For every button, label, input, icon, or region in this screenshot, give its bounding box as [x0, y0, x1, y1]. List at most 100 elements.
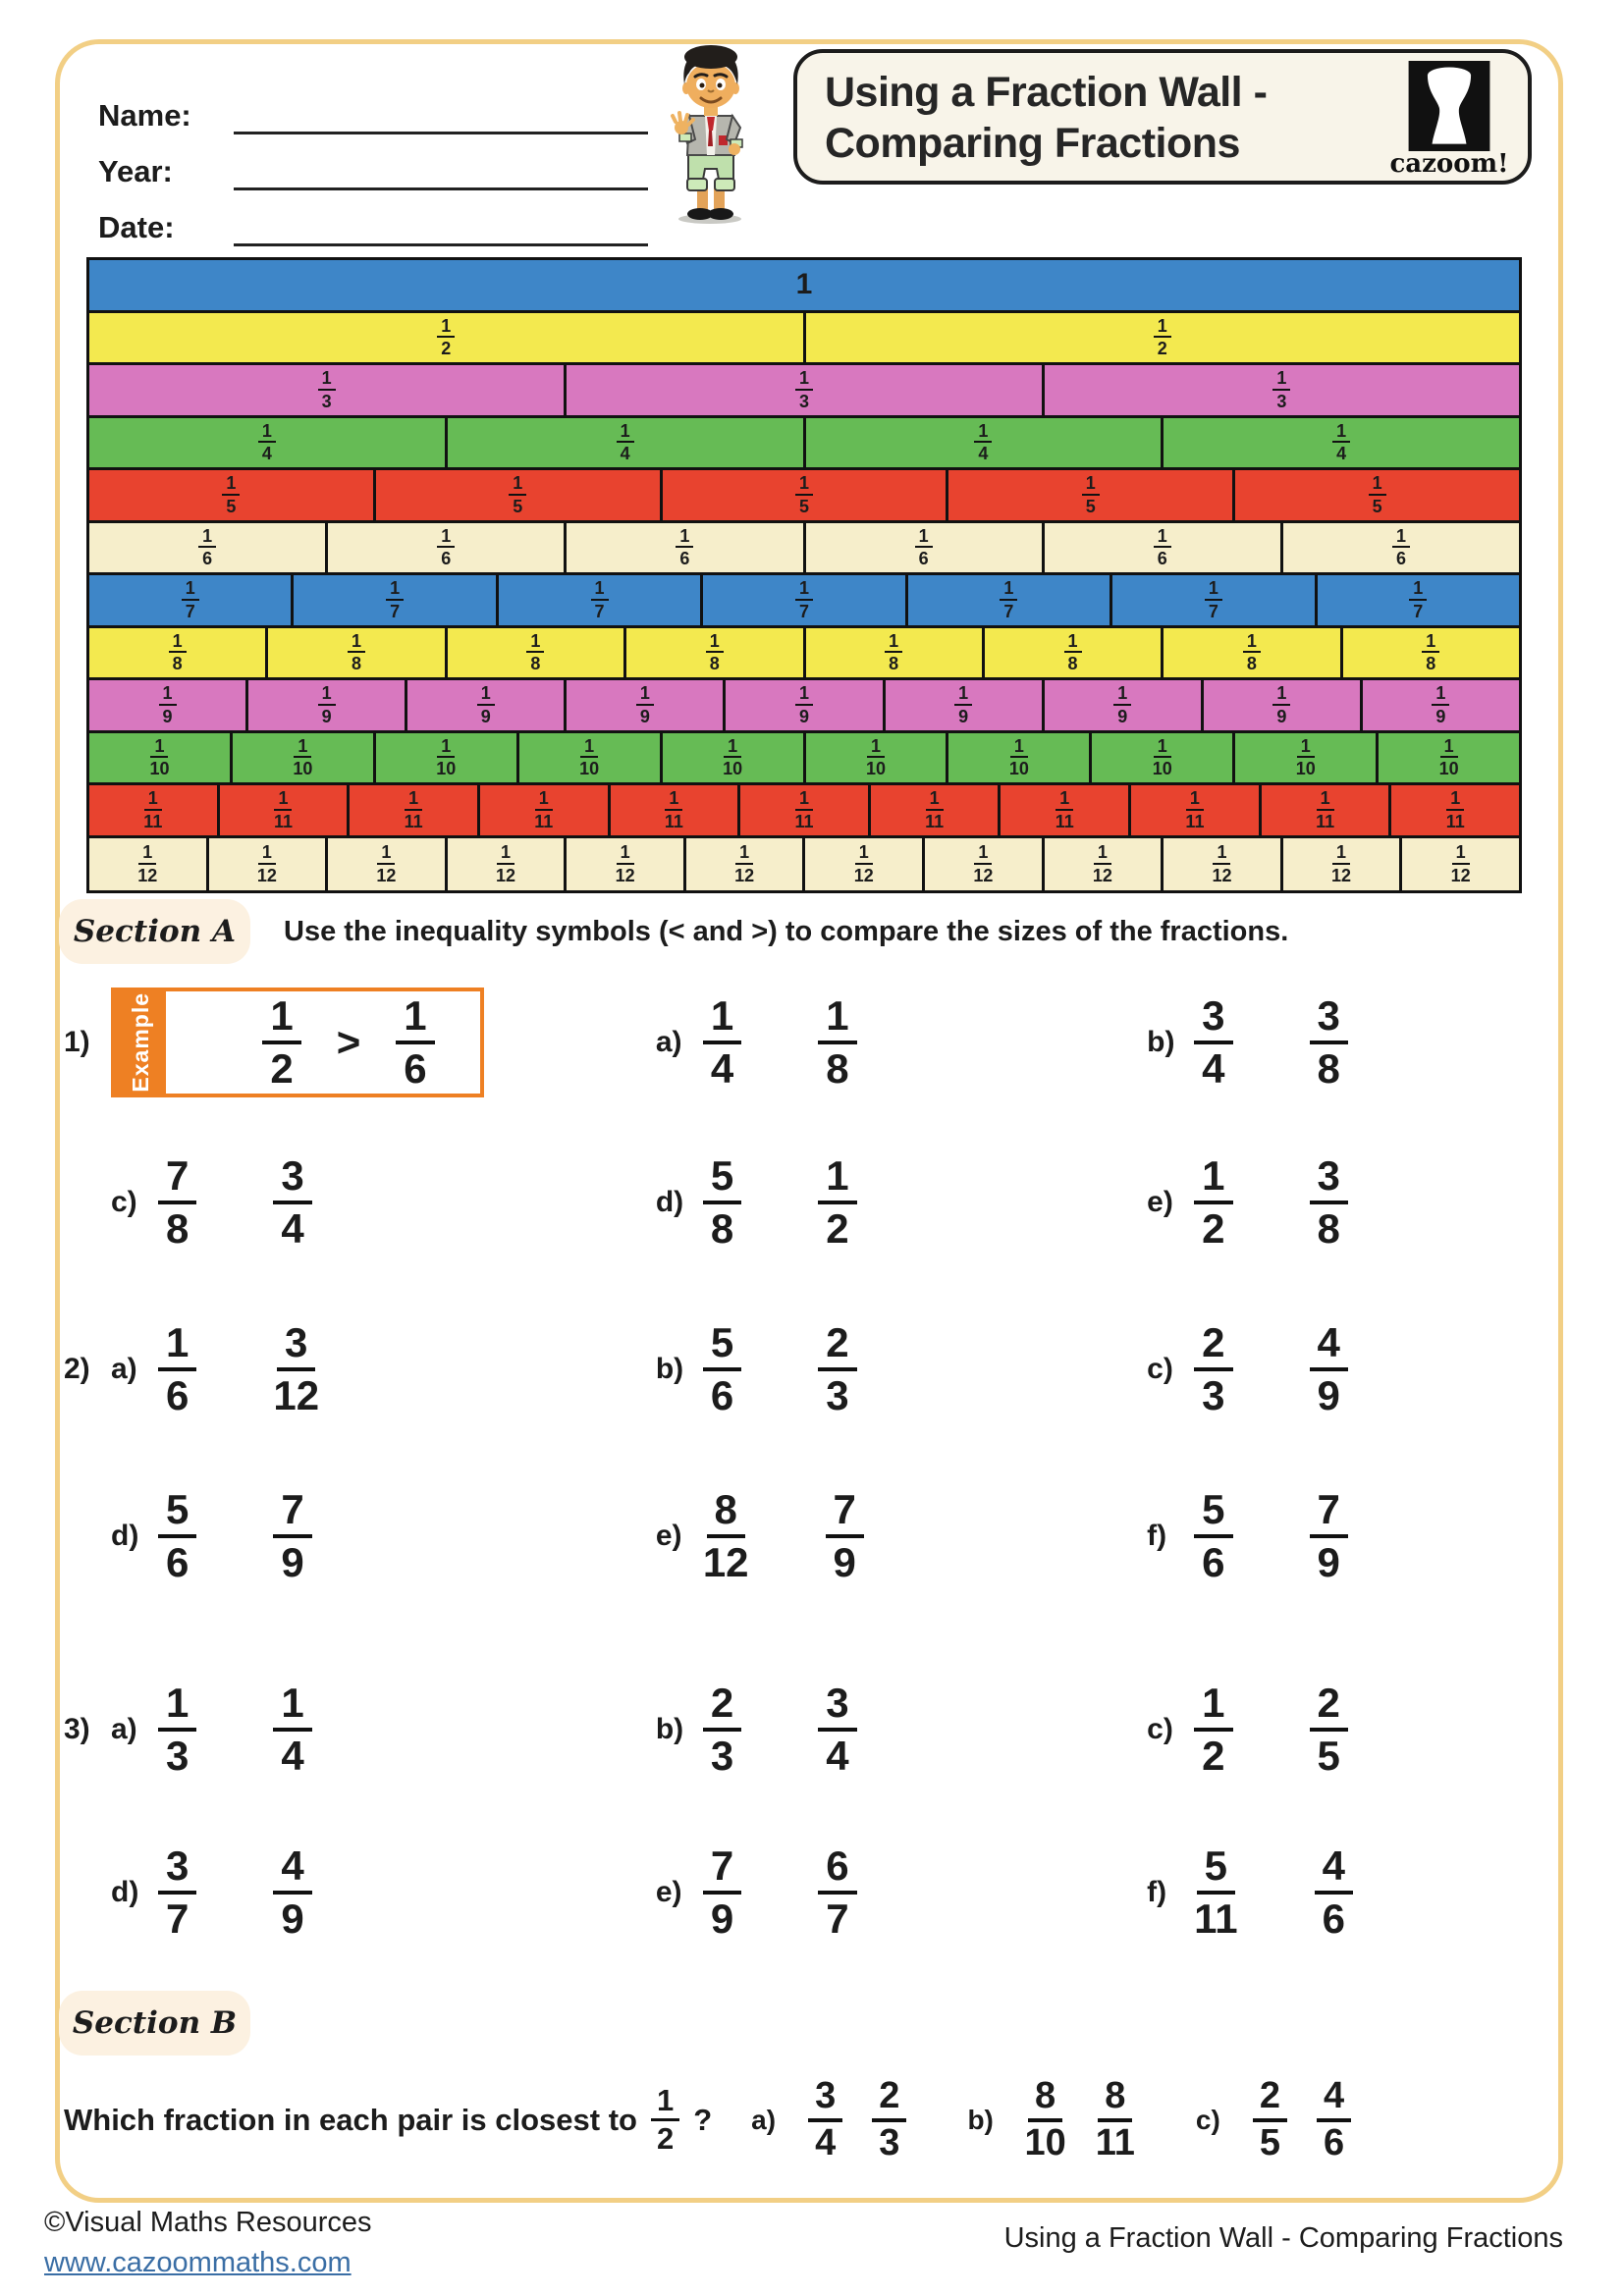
problem-row: 3) a) 1 3 1 4 b) 2 3 3 4 c) 1 2 2 5: [64, 1669, 1585, 1790]
title-box: Using a Fraction Wall - Comparing Fracti…: [793, 49, 1532, 185]
fraction: 8 11: [1095, 2075, 1135, 2163]
problem-cell: d) 3 7 4 9: [111, 1844, 656, 1940]
problem-cell: f) 5 6 7 9: [1147, 1488, 1585, 1583]
drum-icon: [1408, 61, 1490, 151]
closest-pair: a) 3 4 2 3: [751, 2076, 907, 2163]
answer-blank[interactable]: [1233, 1695, 1310, 1764]
problem-letter: b): [655, 1713, 684, 1745]
student-cartoon: [671, 45, 743, 224]
wall-cell: 1 11: [1001, 785, 1132, 835]
section-b-question: Which fraction in each pair is closest t…: [64, 2056, 1352, 2184]
wall-cell: 1 10: [232, 732, 376, 782]
wall-cell: 1 12: [685, 837, 806, 890]
problem-cell: Example 1 2 >1 6: [111, 988, 656, 1097]
problem-letter: d): [655, 1186, 684, 1218]
problem-cell: c) 2 3 4 9: [1147, 1321, 1585, 1416]
wall-cell: 1 11: [740, 785, 871, 835]
problem-cell: e) 8 12 7 9: [656, 1488, 1147, 1583]
problem-cell: d) 5 8 1 2: [656, 1154, 1147, 1250]
answer-blank[interactable]: [1233, 1335, 1310, 1404]
problem-cell: c) 7 8 3 4: [111, 1154, 656, 1250]
wall-cell: 1 10: [805, 732, 949, 782]
wall-cell: 1 11: [870, 785, 1001, 835]
wall-cell: 1 11: [479, 785, 611, 835]
wall-cell: 1 11: [219, 785, 351, 835]
wall-cell: 1 10: [89, 732, 233, 782]
wall-cell: 1 10: [662, 732, 806, 782]
answer-blank[interactable]: [749, 1502, 826, 1571]
problem-cell: a) 1 3 1 4: [111, 1682, 656, 1777]
date-input-line[interactable]: [234, 207, 648, 246]
name-input-line[interactable]: [234, 95, 648, 134]
wall-cell: 1 10: [518, 732, 663, 782]
problem-row: 1) Example 1 2 >1 6 a) 1 4 1 8 b) 3 4 3 8: [64, 982, 1585, 1103]
title-line-2: Comparing Fractions: [825, 120, 1240, 168]
answer-blank[interactable]: [196, 1502, 273, 1571]
footer-title: Using a Fraction Wall - Comparing Fracti…: [1003, 2222, 1563, 2254]
website-link[interactable]: www.cazoommaths.com: [44, 2247, 352, 2278]
answer-blank[interactable]: [196, 1695, 273, 1764]
answer-blank[interactable]: [741, 1335, 818, 1404]
section-b-pairs: a) 3 4 2 3 b) 8 10 8 11 c) 2 5 4 6: [712, 2075, 1352, 2163]
answer-blank[interactable]: [741, 1168, 818, 1237]
problem-letter: e): [655, 1520, 682, 1552]
answer-blank[interactable]: [741, 1858, 818, 1927]
answer-blank[interactable]: [1233, 1008, 1310, 1077]
answer-blank[interactable]: [196, 1335, 273, 1404]
wall-row: 1: [89, 260, 1519, 313]
wall-cell: 1 12: [925, 837, 1045, 890]
answer-blank[interactable]: [196, 1168, 273, 1237]
problem-cell: f) 5 11 4 6: [1147, 1844, 1585, 1940]
wall-cell: 1 12: [89, 837, 209, 890]
answer-blank[interactable]: [196, 1858, 273, 1927]
page-title: Using a Fraction Wall - Comparing Fracti…: [825, 67, 1268, 170]
wall-cell: 1 11: [1261, 785, 1392, 835]
wall-cell: 1 11: [1391, 785, 1520, 835]
answer-blank[interactable]: [741, 1008, 818, 1077]
year-input-line[interactable]: [234, 151, 648, 190]
example-box: Example 1 2 >1 6: [111, 988, 484, 1097]
problem-row: d) 5 6 7 9 e) 8 12 7 9 f) 5 6 7 9: [64, 1475, 1585, 1597]
wall-row: 1 12 1 12 1 12 1 12 1 12 1 12 1 12 1 12 1 12 1 12 1 12 1 12: [89, 837, 1519, 890]
answer-blank[interactable]: [1238, 1858, 1315, 1927]
answer-blank[interactable]: [1233, 1502, 1310, 1571]
answer-blank[interactable]: [741, 1695, 818, 1764]
answer-blank[interactable]: [1233, 1168, 1310, 1237]
problem-row: 2) a) 1 6 3 12 b) 5 6 2 3 c) 2 3 4 9: [64, 1308, 1585, 1430]
problem-letter: f): [1147, 1520, 1167, 1552]
target-fraction: 1 2: [650, 2085, 680, 2155]
